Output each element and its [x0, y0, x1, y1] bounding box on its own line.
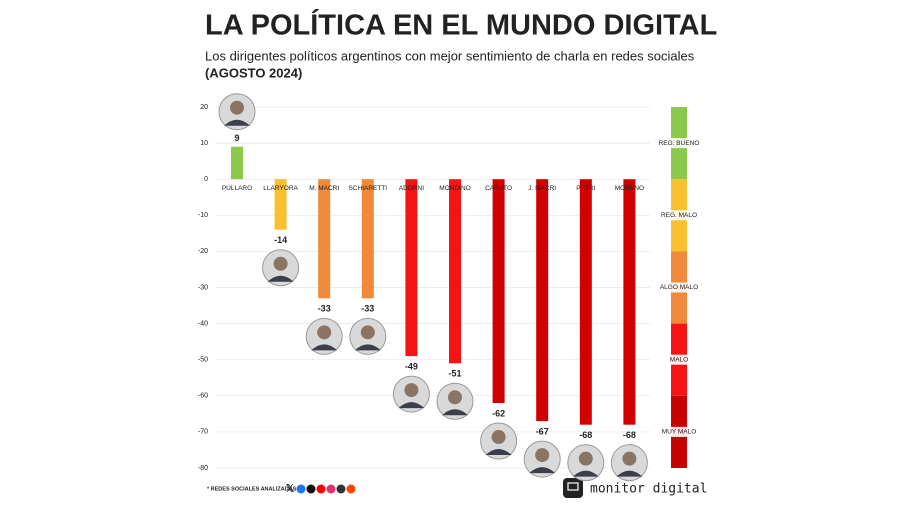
scale-label: REG. MALO: [661, 212, 697, 219]
value-label: -68: [579, 430, 592, 440]
bar: [405, 179, 418, 357]
photo-head: [360, 325, 375, 340]
y-tick-label: 0: [204, 176, 208, 183]
photo-head: [535, 448, 550, 463]
x-tick-label: MONDINO: [439, 185, 470, 192]
value-label: -49: [405, 361, 418, 371]
photo-head: [317, 325, 332, 340]
photo-body: [398, 402, 425, 409]
scale-label: MALO: [670, 356, 688, 363]
x-tick-label: MORENO: [615, 185, 644, 192]
value-label: -68: [623, 430, 636, 440]
bar: [361, 179, 374, 299]
bar: [623, 179, 636, 425]
subtitle: Los dirigentes políticos argentinos con …: [205, 48, 695, 63]
brand-logo: [563, 478, 583, 498]
bar: [231, 146, 243, 180]
y-tick-label: 10: [200, 140, 208, 147]
scale-label-bg: [656, 138, 702, 149]
y-tick-label: -10: [198, 212, 208, 219]
value-label: -33: [318, 304, 331, 314]
scale-label-bg: [656, 354, 702, 365]
x-tick-label: PULLARO: [222, 185, 252, 192]
y-tick-label: 20: [200, 104, 208, 111]
scale-label: REG. BUENO: [659, 140, 700, 147]
x-tick-label: CAPUTO: [485, 185, 512, 192]
social-icons: 𝕏: [286, 484, 356, 495]
bar: [318, 179, 331, 299]
x-tick-label: SCHIARETTI: [348, 185, 387, 192]
subtitle-period: (AGOSTO 2024): [205, 65, 302, 80]
photo-body: [616, 470, 643, 477]
photo-head: [578, 451, 593, 466]
footnote: * REDES SOCIALES ANALIZADAS:: [207, 486, 298, 492]
y-tick-label: -30: [198, 284, 208, 291]
svg-text:𝕏: 𝕏: [286, 484, 294, 495]
photo-head: [404, 383, 419, 398]
bar: [449, 179, 461, 364]
photo-body: [354, 344, 381, 351]
x-tick-label: J. MACRI: [528, 185, 556, 192]
y-tick-label: -20: [198, 248, 208, 255]
x-tick-label: LLARYORA: [263, 185, 298, 192]
bar: [274, 179, 287, 230]
photo-head: [230, 100, 244, 115]
photo-head: [491, 430, 506, 445]
photo-body: [529, 467, 556, 474]
y-tick-label: -50: [198, 357, 208, 364]
photo-head: [622, 451, 637, 466]
scale-label-bg: [656, 426, 702, 437]
y-tick-label: -80: [198, 465, 208, 472]
bar: [536, 179, 549, 422]
photo-body: [224, 119, 250, 126]
value-label: -67: [536, 426, 549, 436]
photo-body: [572, 470, 599, 477]
brand-logo-screen: [567, 482, 579, 491]
value-label: -62: [492, 408, 505, 418]
value-label: -51: [448, 369, 461, 379]
photo-body: [485, 449, 512, 456]
y-tick-label: -60: [198, 393, 208, 400]
value-label: -33: [361, 304, 374, 314]
x-tick-label: PETRI: [576, 185, 595, 192]
value-label: -14: [274, 235, 287, 245]
x-tick-label: M. MACRI: [309, 185, 339, 192]
scale-label: MUY MALO: [662, 429, 697, 436]
scale-label-bg: [656, 282, 702, 293]
bar: [579, 179, 592, 425]
photo-body: [442, 409, 468, 416]
chart-title: LA POLÍTICA EN EL MUNDO DIGITAL: [205, 8, 717, 42]
photo-head: [448, 390, 462, 405]
scale-label: ALGO MALO: [660, 284, 698, 291]
y-tick-label: -70: [198, 429, 208, 436]
brand: monitor digital: [590, 482, 707, 497]
photo-body: [311, 344, 338, 351]
y-tick-label: -40: [198, 320, 208, 327]
x-tick-label: ADORNI: [399, 185, 424, 192]
photo-head: [273, 256, 288, 271]
scale-label-bg: [656, 210, 702, 221]
photo-body: [267, 275, 294, 282]
value-label: 9: [234, 133, 239, 143]
bar: [492, 179, 505, 404]
